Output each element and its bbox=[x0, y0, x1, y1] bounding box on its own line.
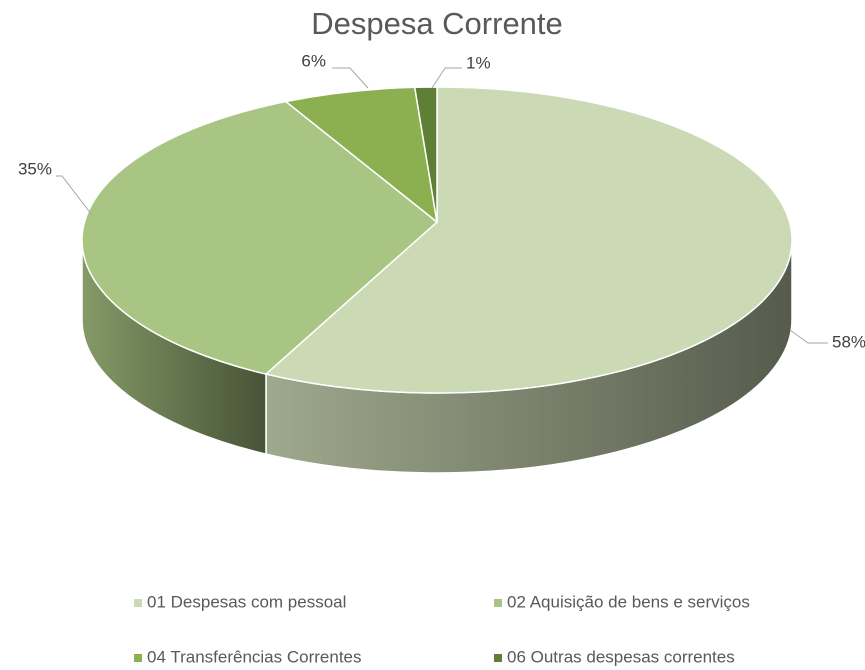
chart-title: Despesa Corrente bbox=[311, 6, 563, 41]
data-label: 58% bbox=[832, 332, 865, 351]
slice bbox=[264, 86, 793, 394]
slice bbox=[413, 86, 438, 223]
legend-swatch bbox=[134, 654, 142, 662]
slice bbox=[81, 100, 439, 375]
data-label: 35% bbox=[18, 159, 52, 178]
slice bbox=[284, 86, 439, 224]
legend-label: 02 Aquisição de bens e serviços bbox=[507, 592, 750, 611]
legend-label: 06 Outras despesas correntes bbox=[507, 647, 735, 666]
leader-line bbox=[332, 67, 369, 89]
leader-line bbox=[56, 175, 93, 216]
legend-swatch bbox=[494, 599, 502, 607]
leader-line bbox=[431, 67, 462, 89]
data-label: 6% bbox=[301, 51, 326, 70]
legend-label: 01 Despesas com pessoal bbox=[147, 592, 346, 611]
data-label: 1% bbox=[466, 53, 491, 72]
leader-line bbox=[789, 329, 828, 344]
legend-swatch bbox=[134, 599, 142, 607]
legend-label: 04 Transferências Correntes bbox=[147, 647, 362, 666]
legend-swatch bbox=[494, 654, 502, 662]
